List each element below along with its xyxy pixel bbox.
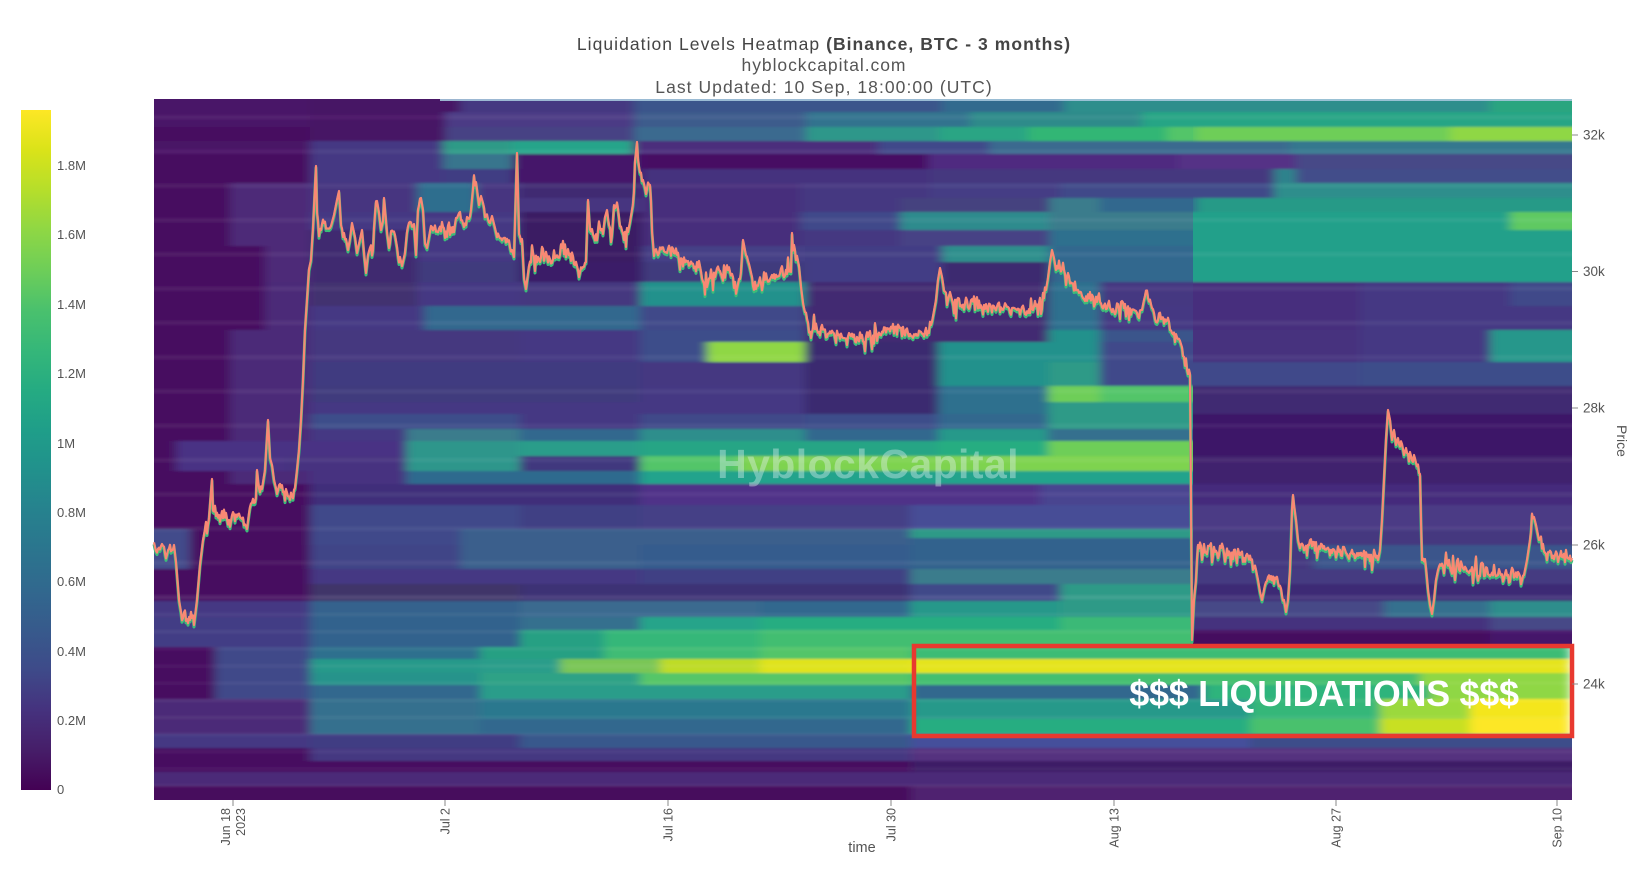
svg-text:Jul 16: Jul 16 xyxy=(662,808,676,841)
svg-text:30k: 30k xyxy=(1583,264,1605,279)
svg-text:1.2M: 1.2M xyxy=(57,366,86,381)
svg-text:Sep 10: Sep 10 xyxy=(1551,808,1565,848)
svg-text:hyblockcapital.com: hyblockcapital.com xyxy=(742,55,907,75)
svg-text:Aug 27: Aug 27 xyxy=(1330,808,1344,848)
svg-text:1.6M: 1.6M xyxy=(57,227,86,242)
svg-text:24k: 24k xyxy=(1583,677,1605,692)
svg-text:Jun 18: Jun 18 xyxy=(219,808,233,846)
svg-text:Jul 2: Jul 2 xyxy=(439,808,453,834)
svg-text:HyblockCapital: HyblockCapital xyxy=(717,441,1019,487)
svg-text:Price: Price xyxy=(1614,425,1630,457)
svg-text:1.4M: 1.4M xyxy=(57,297,86,312)
svg-text:Jul 30: Jul 30 xyxy=(885,808,899,841)
svg-text:26k: 26k xyxy=(1583,538,1605,553)
svg-text:0: 0 xyxy=(57,782,64,797)
svg-text:Liquidation Levels Heatmap (Bi: Liquidation Levels Heatmap (Binance, BTC… xyxy=(577,34,1071,54)
svg-text:1.8M: 1.8M xyxy=(57,158,86,173)
svg-text:Last Updated: 10 Sep, 18:00:00: Last Updated: 10 Sep, 18:00:00 (UTC) xyxy=(655,77,992,97)
svg-text:2023: 2023 xyxy=(234,808,248,836)
svg-text:0.6M: 0.6M xyxy=(57,574,86,589)
svg-text:time: time xyxy=(848,840,875,856)
svg-text:0.2M: 0.2M xyxy=(57,713,86,728)
svg-text:1M: 1M xyxy=(57,436,75,451)
svg-text:32k: 32k xyxy=(1583,128,1605,143)
svg-text:Aug 13: Aug 13 xyxy=(1108,808,1122,848)
svg-text:28k: 28k xyxy=(1583,401,1605,416)
svg-text:0.4M: 0.4M xyxy=(57,644,86,659)
svg-text:0.8M: 0.8M xyxy=(57,505,86,520)
svg-text:$$$ LIQUIDATIONS $$$: $$$ LIQUIDATIONS $$$ xyxy=(1129,673,1519,714)
